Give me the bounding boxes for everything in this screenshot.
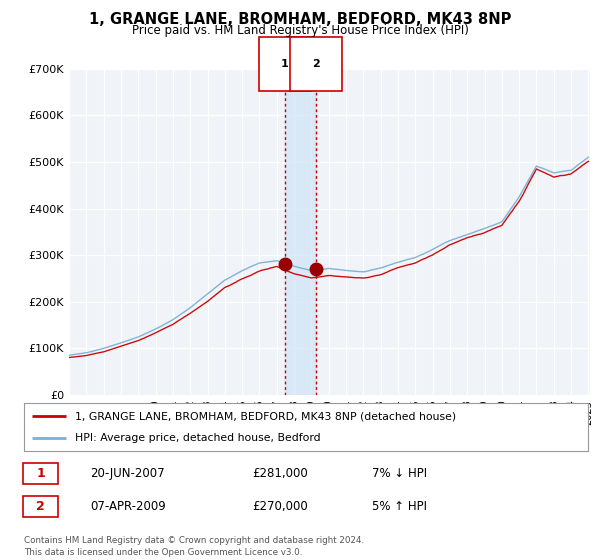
Text: This data is licensed under the Open Government Licence v3.0.: This data is licensed under the Open Gov… bbox=[24, 548, 302, 557]
Text: £270,000: £270,000 bbox=[252, 500, 308, 514]
Text: 5% ↑ HPI: 5% ↑ HPI bbox=[372, 500, 427, 514]
Bar bbox=[285, 69, 316, 395]
Text: Price paid vs. HM Land Registry's House Price Index (HPI): Price paid vs. HM Land Registry's House … bbox=[131, 24, 469, 37]
Text: 1, GRANGE LANE, BROMHAM, BEDFORD, MK43 8NP (detached house): 1, GRANGE LANE, BROMHAM, BEDFORD, MK43 8… bbox=[75, 411, 456, 421]
Text: 07-APR-2009: 07-APR-2009 bbox=[90, 500, 166, 514]
Text: Contains HM Land Registry data © Crown copyright and database right 2024.: Contains HM Land Registry data © Crown c… bbox=[24, 536, 364, 545]
Text: HPI: Average price, detached house, Bedford: HPI: Average price, detached house, Bedf… bbox=[75, 433, 320, 443]
Text: 1, GRANGE LANE, BROMHAM, BEDFORD, MK43 8NP: 1, GRANGE LANE, BROMHAM, BEDFORD, MK43 8… bbox=[89, 12, 511, 27]
Text: 2: 2 bbox=[312, 59, 320, 69]
Text: £281,000: £281,000 bbox=[252, 466, 308, 480]
Text: 7% ↓ HPI: 7% ↓ HPI bbox=[372, 466, 427, 480]
Text: 1: 1 bbox=[36, 466, 45, 480]
Text: 1: 1 bbox=[281, 59, 289, 69]
Text: 20-JUN-2007: 20-JUN-2007 bbox=[90, 466, 164, 480]
Text: 2: 2 bbox=[36, 500, 45, 514]
